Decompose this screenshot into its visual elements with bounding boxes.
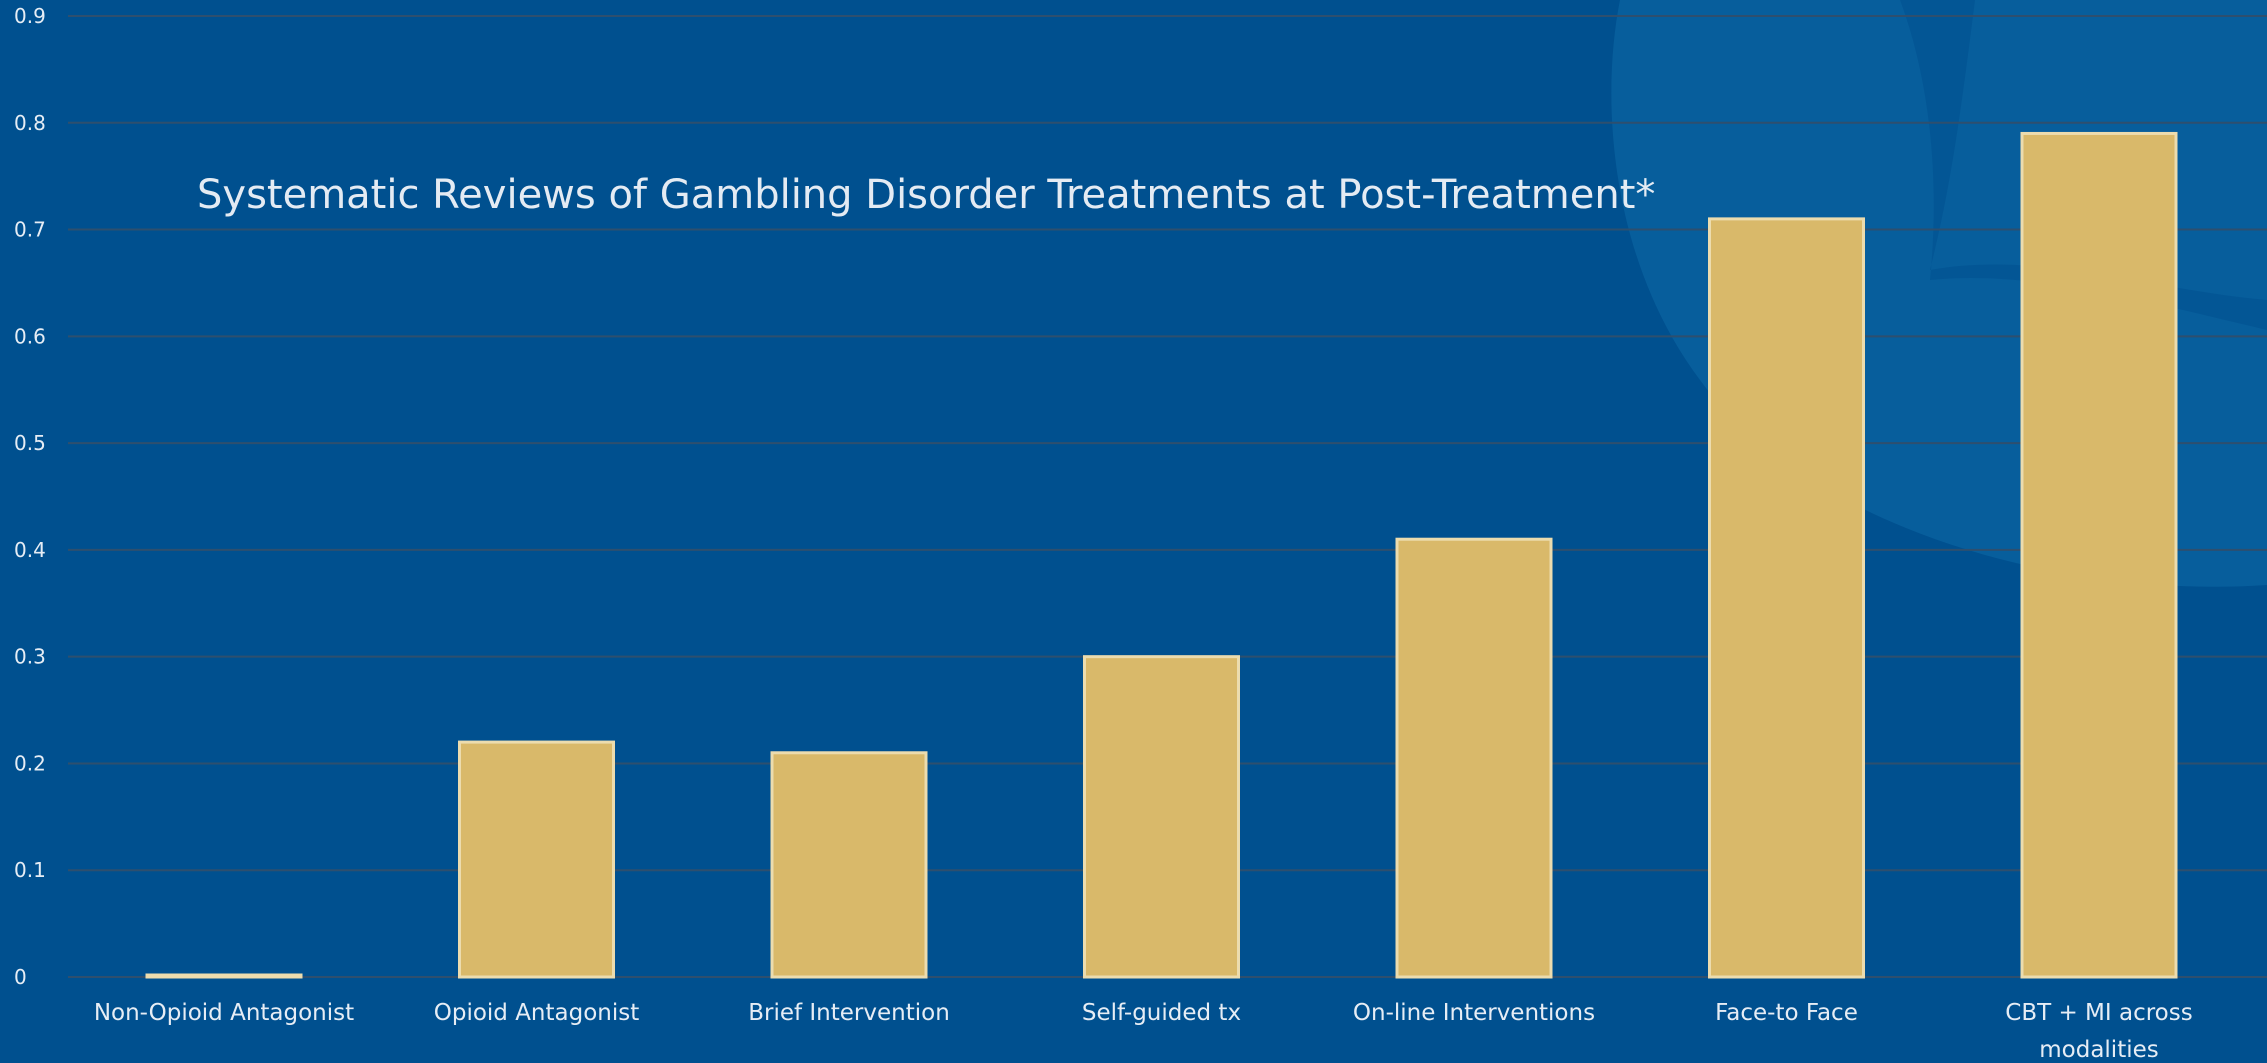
y-tick-label: 0.5	[14, 431, 46, 455]
y-axis-tick-labels: 0 0.1 0.2 0.3 0.4 0.5 0.6 0.7 0.8 0.9	[14, 4, 46, 989]
x-category-label: On-line Interventions	[1353, 1000, 1595, 1026]
bars	[145, 131, 2178, 979]
y-tick-label: 0.7	[14, 218, 46, 242]
x-category-label-line: Face-to Face	[1715, 1000, 1858, 1026]
y-tick-label: 0.9	[14, 4, 46, 28]
bar	[145, 973, 303, 979]
bar	[1083, 655, 1240, 979]
x-category-label: Face-to Face	[1715, 1000, 1858, 1026]
chart-title: Systematic Reviews of Gambling Disorder …	[197, 172, 1655, 218]
x-category-label: Opioid Antagonist	[434, 1000, 640, 1026]
y-tick-label: 0.2	[14, 751, 46, 775]
y-tick-label: 0.8	[14, 111, 46, 135]
bar	[1395, 537, 1553, 979]
x-category-label-line: Opioid Antagonist	[434, 1000, 640, 1026]
y-tick-label: 0	[14, 965, 27, 989]
x-category-label: CBT + MI across modalities	[2005, 1000, 2192, 1063]
x-category-label: Self-guided tx	[1082, 1000, 1241, 1026]
x-category-label-line: Brief Intervention	[748, 1000, 950, 1026]
x-category-label-line: CBT + MI across	[2005, 1000, 2192, 1026]
x-category-label: Brief Intervention	[748, 1000, 950, 1026]
y-tick-label: 0.6	[14, 324, 46, 348]
y-tick-label: 0.1	[14, 858, 46, 882]
x-category-label-line: modalities	[2039, 1037, 2159, 1063]
x-axis-category-labels: Non-Opioid Antagonist Opioid Antagonist Br…	[94, 1000, 2193, 1063]
bar	[770, 751, 928, 979]
bar	[458, 740, 615, 979]
x-category-label-line: On-line Interventions	[1353, 1000, 1595, 1026]
bar	[1708, 217, 1865, 979]
y-tick-label: 0.3	[14, 645, 46, 669]
x-category-label-line: Self-guided tx	[1082, 1000, 1241, 1026]
x-category-label-line: Non-Opioid Antagonist	[94, 1000, 354, 1026]
y-tick-label: 0.4	[14, 538, 46, 562]
x-category-label: Non-Opioid Antagonist	[94, 1000, 354, 1026]
gridlines	[68, 15, 2267, 978]
bar	[2020, 131, 2178, 979]
